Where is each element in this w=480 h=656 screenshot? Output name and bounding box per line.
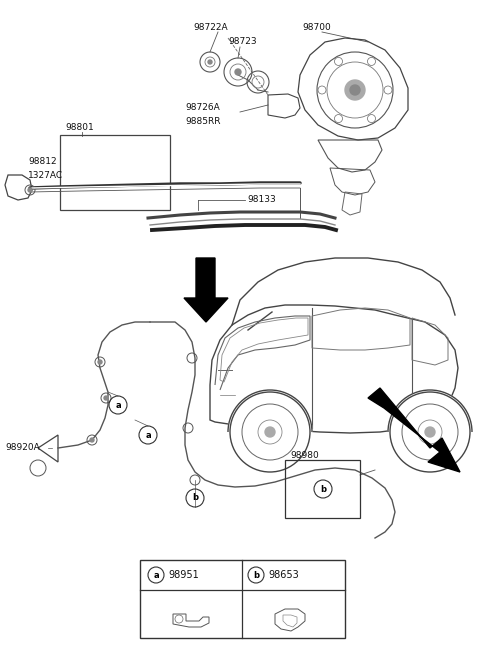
Wedge shape xyxy=(388,390,472,432)
Text: 98722A: 98722A xyxy=(193,24,228,33)
Text: 9885RR: 9885RR xyxy=(185,117,220,127)
Polygon shape xyxy=(368,388,460,472)
Circle shape xyxy=(425,427,435,437)
Text: 98801: 98801 xyxy=(65,123,94,133)
Wedge shape xyxy=(228,390,312,432)
Circle shape xyxy=(90,438,94,442)
Text: a: a xyxy=(115,401,121,409)
Circle shape xyxy=(235,69,241,75)
Circle shape xyxy=(350,85,360,95)
Text: 98726A: 98726A xyxy=(185,104,220,112)
Circle shape xyxy=(208,60,212,64)
Text: 1327AC: 1327AC xyxy=(28,171,63,180)
Circle shape xyxy=(28,188,32,192)
Text: 98812: 98812 xyxy=(28,157,57,167)
Text: 98700: 98700 xyxy=(302,24,331,33)
Text: a: a xyxy=(145,430,151,440)
Text: 98920A: 98920A xyxy=(5,443,40,453)
Circle shape xyxy=(265,427,275,437)
Text: 98980: 98980 xyxy=(290,451,319,459)
Text: 98133: 98133 xyxy=(247,195,276,205)
Text: 98951: 98951 xyxy=(168,570,199,580)
Circle shape xyxy=(98,360,102,364)
Polygon shape xyxy=(184,258,228,322)
Bar xyxy=(60,135,170,210)
Text: 98723: 98723 xyxy=(228,37,257,47)
Bar xyxy=(140,560,345,638)
Text: a: a xyxy=(153,571,159,579)
Text: b: b xyxy=(253,571,259,579)
Text: b: b xyxy=(320,485,326,493)
Bar xyxy=(285,460,360,518)
Circle shape xyxy=(104,396,108,400)
Text: 98653: 98653 xyxy=(268,570,299,580)
Circle shape xyxy=(345,80,365,100)
Text: b: b xyxy=(192,493,198,502)
